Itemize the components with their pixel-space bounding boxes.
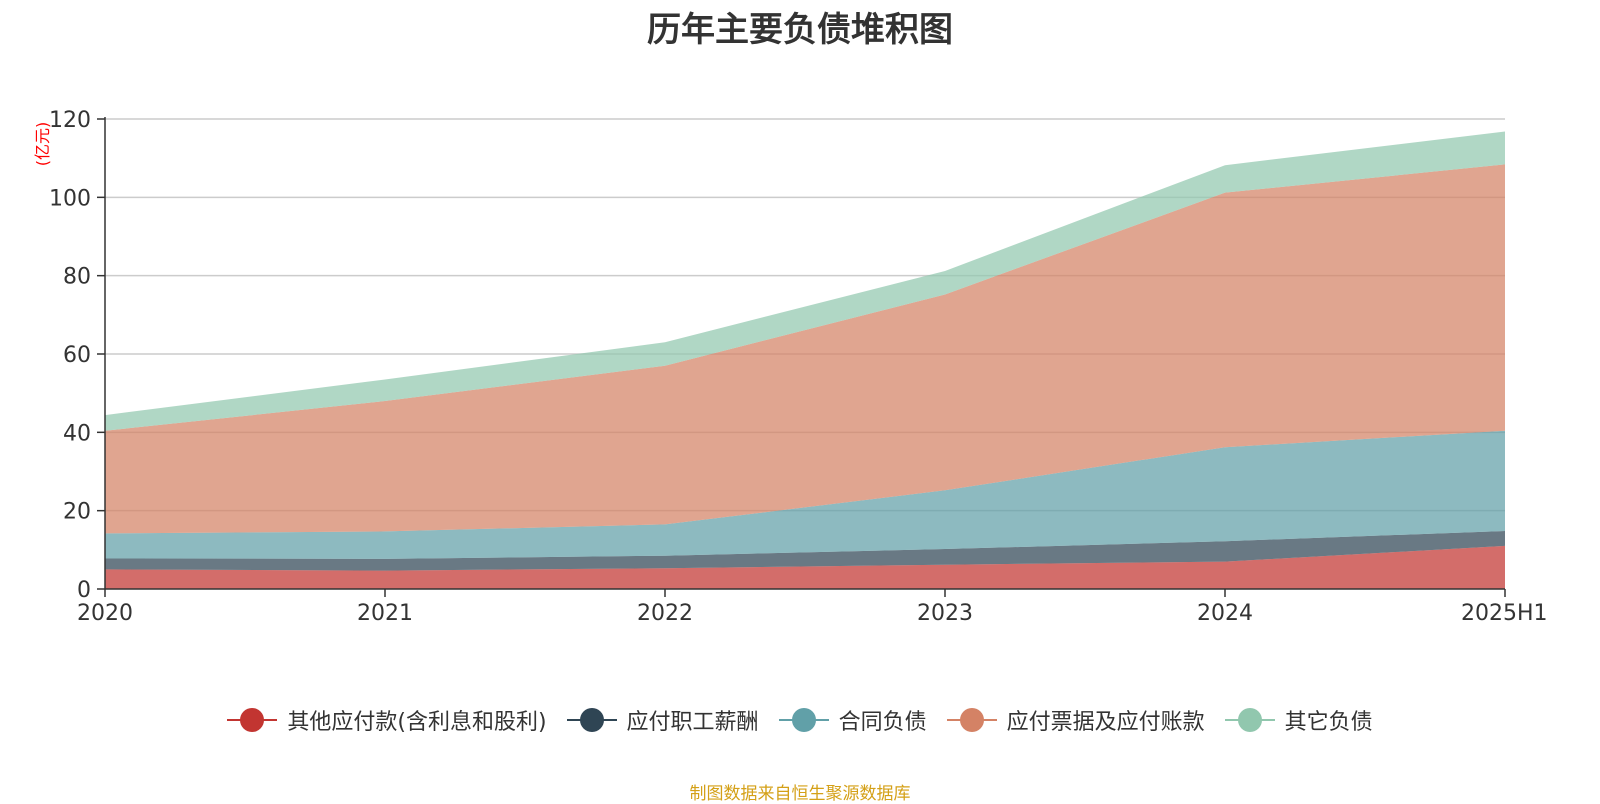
area-series-3[interactable] [105, 164, 1505, 534]
area-layer [105, 131, 1505, 589]
legend-item-0[interactable]: 其他应付款(含利息和股利) [227, 704, 547, 736]
area-series-0[interactable] [105, 545, 1505, 589]
y-tick-label: 60 [63, 343, 91, 368]
x-tick-label: 2021 [357, 601, 413, 626]
legend-label: 应付票据及应付账款 [1006, 710, 1205, 735]
x-tick-label: 2020 [77, 601, 133, 626]
legend-marker-icon [946, 708, 997, 732]
y-tick-label: 120 [49, 108, 91, 133]
y-tick-label: 40 [63, 421, 91, 446]
y-tick-label: 100 [49, 186, 91, 211]
legend-label: 应付职工薪酬 [626, 710, 759, 735]
source-note: 制图数据来自恒生聚源数据库 [689, 784, 911, 804]
x-tick-label: 2024 [1197, 601, 1253, 626]
x-tick-label: 2023 [917, 601, 973, 626]
x-tick-label: 2022 [637, 601, 693, 626]
area-series-2[interactable] [105, 430, 1505, 559]
legend-item-2[interactable]: 合同负债 [778, 704, 927, 736]
area-series-1[interactable] [105, 531, 1505, 571]
legend-label: 其它负债 [1284, 710, 1373, 735]
axes: 0 20 40 60 80 100 120 2020 2021 2022 2023 2024 2025H… [49, 108, 1548, 626]
area-series-4[interactable] [105, 131, 1505, 431]
chart-title: 历年主要负债堆积图 [647, 10, 953, 50]
y-tick-label: 80 [63, 265, 91, 290]
y-tick-label: 0 [77, 578, 91, 603]
legend-label: 其他应付款(含利息和股利) [287, 710, 547, 735]
y-axis-unit-label: (亿元) [33, 122, 52, 167]
legend: 其他应付款(含利息和股利) 应付职工薪酬 合同负债 应付票据及应付账款 其它负债 [0, 700, 1600, 740]
legend-item-4[interactable]: 其它负债 [1224, 704, 1373, 736]
legend-marker-icon [778, 708, 829, 732]
legend-item-1[interactable]: 应付职工薪酬 [566, 704, 759, 736]
legend-marker-icon [227, 708, 278, 732]
legend-item-3[interactable]: 应付票据及应付账款 [946, 704, 1205, 736]
legend-marker-icon [1224, 708, 1275, 732]
legend-marker-icon [566, 708, 617, 732]
x-tick-label: 2025H1 [1461, 601, 1548, 626]
legend-label: 合同负债 [838, 710, 927, 735]
y-tick-label: 20 [63, 500, 91, 525]
